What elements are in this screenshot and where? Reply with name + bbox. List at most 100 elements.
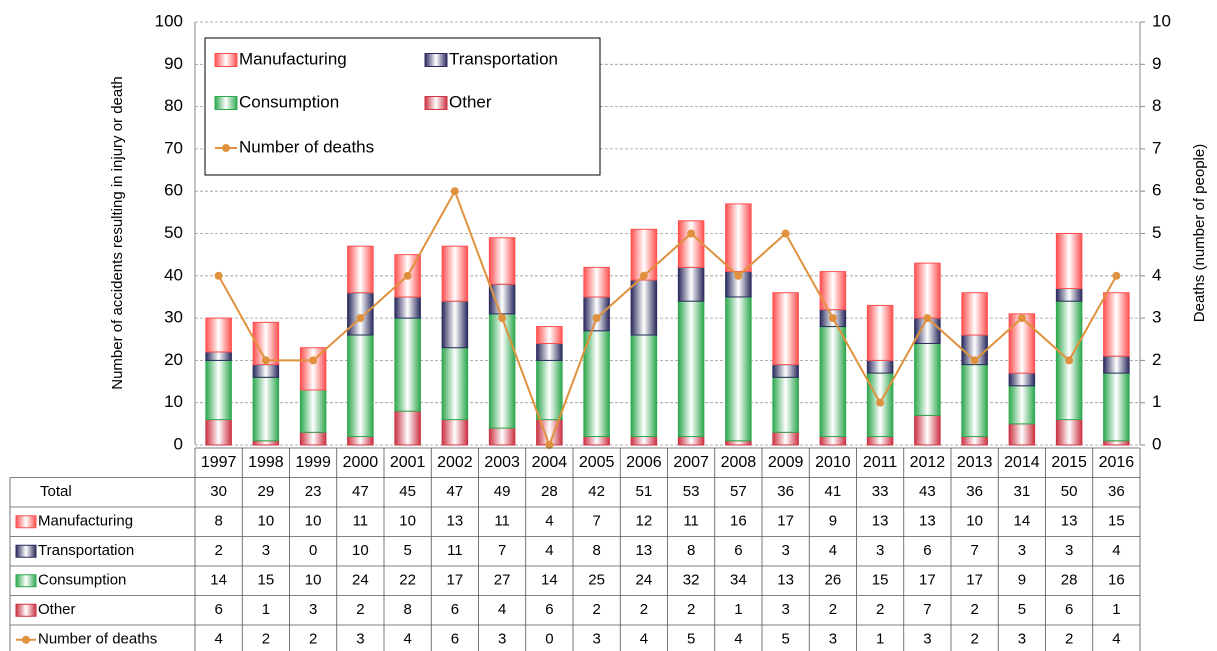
y-tick-label: 60 — [164, 181, 183, 200]
table-cell: 14 — [541, 572, 558, 589]
bar-segment — [630, 334, 658, 438]
table-cell: 2 — [970, 631, 978, 648]
table-cell: 11 — [683, 513, 699, 530]
table-cell: 57 — [730, 483, 747, 500]
table-cell: 2 — [262, 631, 270, 648]
bar-segment — [961, 292, 988, 336]
table-cell: 2 — [1065, 631, 1073, 648]
line-marker — [639, 271, 648, 280]
bar-segment — [866, 359, 894, 374]
x-tick-label: 2015 — [1051, 454, 1087, 471]
bar-segment — [488, 427, 516, 446]
table-cell: 2 — [970, 601, 978, 618]
table-cell: 13 — [447, 513, 464, 530]
bar-segment — [252, 364, 280, 378]
table-cell: 8 — [403, 601, 411, 618]
bar-segment — [914, 414, 941, 446]
table-cell: 8 — [214, 513, 222, 530]
table-cell: 2 — [356, 601, 364, 618]
table-cell: 8 — [687, 542, 695, 559]
table-cell: 3 — [592, 631, 600, 648]
y2-tick-label: 8 — [1152, 96, 1161, 115]
table-cell: 22 — [399, 572, 416, 589]
bar-segment — [725, 296, 752, 442]
table-cell: 5 — [403, 542, 411, 559]
bar-segment — [772, 364, 799, 378]
table-cell: 28 — [1061, 572, 1078, 589]
bar-segment — [347, 292, 374, 336]
bar-segment — [583, 296, 610, 332]
x-tick-label: 2010 — [815, 454, 851, 471]
x-tick-label: 2009 — [768, 454, 804, 471]
bar-segment — [299, 389, 327, 433]
table-cell: 31 — [1014, 483, 1031, 500]
table-cell: 33 — [872, 483, 889, 500]
x-tick-label: 2003 — [484, 454, 520, 471]
table-cell: 17 — [447, 572, 464, 589]
table-cell: 29 — [258, 483, 275, 500]
line-marker — [734, 271, 743, 280]
table-cell: 2 — [592, 601, 600, 618]
table-cell: 1 — [262, 601, 270, 618]
table-cell: 7 — [923, 601, 931, 618]
y-tick-label: 0 — [174, 434, 183, 453]
y-tick-label: 90 — [164, 54, 183, 73]
bar-segment — [819, 436, 847, 446]
table-cell: 4 — [498, 601, 506, 618]
bar-segment — [536, 359, 563, 421]
bar-segment — [1103, 372, 1130, 442]
bar-segment — [394, 410, 421, 446]
bar-segment — [441, 419, 469, 446]
x-tick-label: 2006 — [626, 454, 662, 471]
table-cell: 7 — [592, 513, 600, 530]
bar-segment — [299, 347, 327, 391]
table-cell: 49 — [494, 483, 511, 500]
table-cell: 11 — [353, 513, 369, 530]
x-tick-label: 2000 — [343, 454, 379, 471]
y-tick-label: 50 — [164, 223, 183, 242]
table-cell: 6 — [1065, 601, 1073, 618]
line-marker — [214, 271, 223, 280]
bar-segment — [1008, 313, 1036, 374]
table-cell: 16 — [730, 513, 747, 530]
legend-label: Number of deaths — [239, 137, 374, 156]
bar-segment — [394, 317, 421, 412]
bar-segment — [1055, 287, 1083, 302]
line-marker — [356, 314, 365, 323]
table-row-label: Number of deaths — [38, 631, 157, 648]
bar-segment — [583, 436, 610, 446]
table-cell: 13 — [777, 572, 794, 589]
bar-segment — [725, 440, 752, 446]
bar-segment — [1103, 355, 1130, 374]
x-tick-label: 2012 — [910, 454, 946, 471]
table-cell: 6 — [451, 601, 459, 618]
table-row-label: Other — [38, 601, 76, 618]
y-tick-label: 80 — [164, 96, 183, 115]
table-cell: 25 — [588, 572, 605, 589]
table-row-label: Transportation — [38, 542, 134, 559]
table-cell: 3 — [781, 542, 789, 559]
line-marker — [876, 398, 885, 407]
x-tick-label: 2014 — [1004, 454, 1040, 471]
table-cell: 2 — [640, 601, 648, 618]
bar-segment — [961, 436, 988, 446]
table-cell: 6 — [734, 542, 742, 559]
table-cell: 16 — [1108, 572, 1125, 589]
x-tick-label: 1997 — [201, 454, 237, 471]
legend-swatch — [214, 96, 238, 110]
table-cell: 14 — [210, 572, 227, 589]
table-cell: 3 — [356, 631, 364, 648]
bar-segment — [1008, 372, 1036, 387]
bar-segment — [394, 296, 421, 319]
bar-segment — [583, 266, 610, 298]
table-cell: 15 — [258, 572, 275, 589]
table-cell: 7 — [498, 542, 506, 559]
table-cell: 4 — [1112, 631, 1120, 648]
x-tick-label: 2004 — [532, 454, 568, 471]
table-cell: 17 — [777, 513, 794, 530]
y-tick-label: 10 — [164, 392, 183, 411]
table-cell: 27 — [494, 572, 511, 589]
bar-segment — [914, 342, 941, 416]
legend-swatch — [15, 603, 37, 617]
table-cell: 1 — [876, 631, 884, 648]
